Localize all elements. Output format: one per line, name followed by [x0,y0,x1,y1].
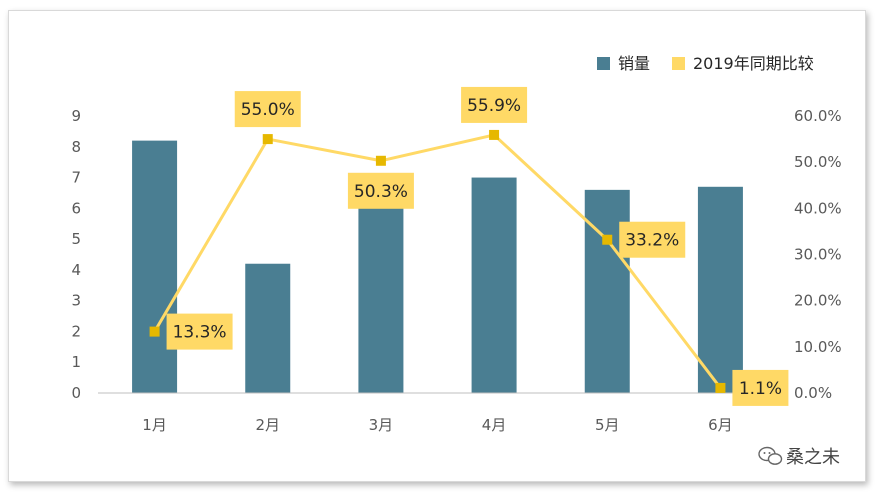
bar-6 [697,186,743,393]
x-tick: 4月 [482,416,507,434]
data-labels: 13.3% 55.0% 50.3% 55.9% 33.2% 1.1% [166,86,789,406]
legend-label-yoy: 2019年同期比较 [693,54,814,73]
x-tick: 6月 [708,416,733,434]
legend-swatch-yoy [672,57,685,70]
y-left-tick: 3 [71,292,81,310]
data-label-box-5 [619,221,686,258]
y-left-tick: 4 [71,261,81,279]
bar-5 [584,189,630,393]
y-left-tick: 8 [71,138,81,156]
data-label-6: 1.1% [739,379,782,399]
y-left-tick: 0 [71,384,81,402]
x-tick: 2月 [255,416,280,434]
y-left-tick: 2 [71,322,81,340]
bar-3 [358,174,404,393]
legend-label-sales: 销量 [618,54,650,73]
bar-1 [132,140,178,393]
y-right-tick: 40.0% [794,199,842,217]
y-right-tick: 0.0% [794,384,832,402]
y-right-tick: 60.0% [794,107,842,125]
x-tick: 1月 [142,416,167,434]
watermark: 桑之未 [758,446,840,468]
y-left-tick: 1 [71,353,81,371]
y-left-tick: 6 [71,199,81,217]
y-right-tick: 20.0% [794,292,842,310]
y-left-tick: 5 [71,230,81,248]
data-label-box-4 [461,86,528,123]
y-left-tick: 7 [71,169,81,187]
data-label-5: 33.2% [625,231,679,251]
legend: 销量 2019年同期比较 [597,54,814,73]
data-label-box-2 [234,91,301,128]
marker-1 [149,326,160,337]
wechat-icon [758,446,783,465]
marker-5 [602,234,613,245]
bar-4 [471,177,517,393]
marker-4 [489,129,500,140]
yoy-line [153,133,722,389]
y-left-axis: 0 1 2 3 4 5 6 7 8 9 [71,107,81,402]
y-right-axis: 0.0% 10.0% 20.0% 30.0% 40.0% 50.0% 60.0% [794,107,842,402]
data-label-1: 13.3% [173,323,227,343]
bar-series [132,140,743,393]
x-tick: 3月 [369,416,394,434]
marker-3 [375,155,386,166]
bar-2 [245,263,291,393]
y-right-tick: 50.0% [794,153,842,171]
data-label-box-3 [347,172,414,209]
y-right-tick: 30.0% [794,246,842,264]
marker-2 [262,134,273,145]
data-label-box-6 [732,369,789,406]
x-axis: 1月 2月 3月 4月 5月 6月 [142,416,732,434]
data-label-3: 50.3% [354,182,408,202]
line-series [149,129,726,393]
data-label-box-1 [166,313,233,350]
legend-swatch-sales [597,57,610,70]
x-tick: 5月 [595,416,620,434]
watermark-text: 桑之未 [786,447,840,468]
y-right-tick: 10.0% [794,338,842,356]
marker-6 [715,382,726,393]
data-label-2: 55.0% [241,100,295,120]
y-left-tick: 9 [71,107,81,125]
data-label-4: 55.9% [467,96,521,116]
